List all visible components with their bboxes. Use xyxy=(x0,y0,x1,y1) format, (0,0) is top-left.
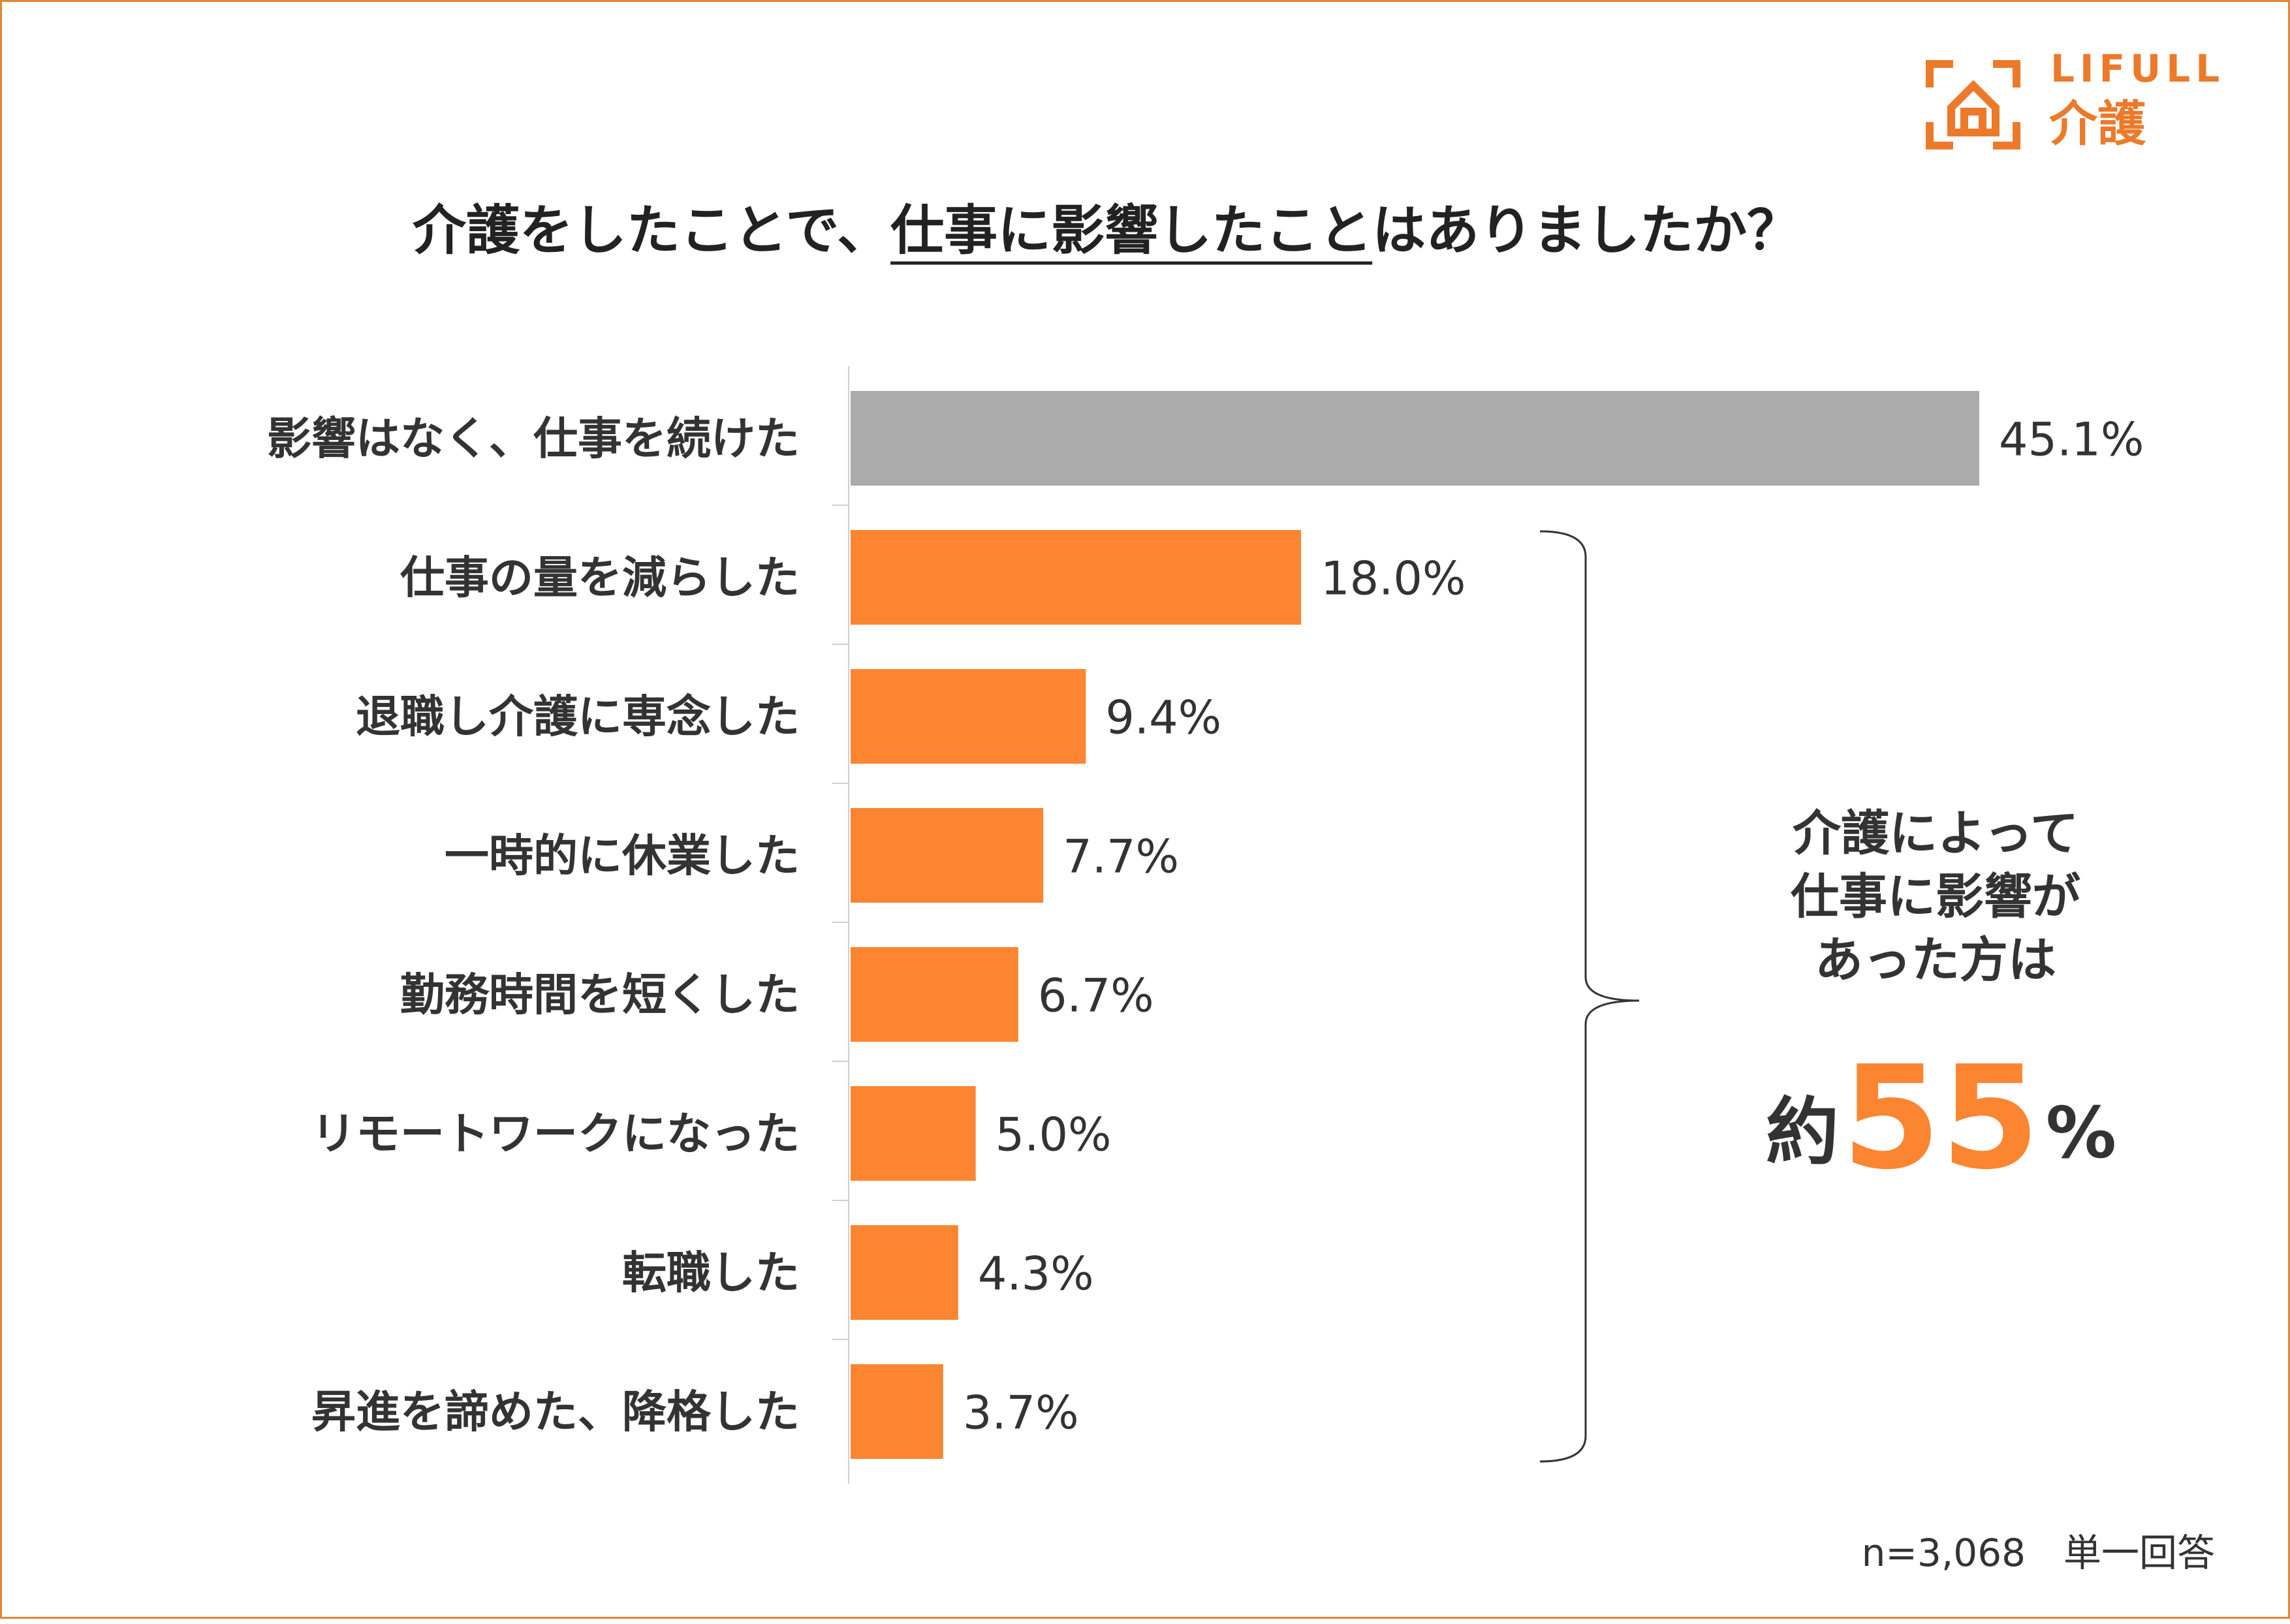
value-label: 18.0% xyxy=(1321,552,1466,606)
callout-approx: 約 xyxy=(1766,1090,1839,1175)
value-label: 7.7% xyxy=(1063,830,1179,884)
bar xyxy=(851,530,1302,625)
bars: 影響はなく、仕事を続けた 45.1% 仕事の量を減らした 18.0% 退職し介護に専念し… xyxy=(267,391,2144,1459)
callout-line-3: あった方は xyxy=(1815,932,2056,988)
brand-name-lifull: LIFULL xyxy=(2050,46,2225,91)
callout: 介護によって 仕事に影響が あった方は 約 55 % xyxy=(1766,805,2116,1201)
bar xyxy=(851,808,1044,903)
callout-line-2: 仕事に影響が xyxy=(1791,869,2080,925)
callout-line-1: 介護によって xyxy=(1793,805,2078,862)
bar xyxy=(851,1364,943,1459)
bar xyxy=(851,391,1979,486)
category-label: リモートワークになった xyxy=(311,1109,800,1161)
grouping-bracket xyxy=(1539,530,1640,1463)
bar xyxy=(851,1225,958,1320)
value-label: 4.3% xyxy=(978,1247,1094,1301)
brand-name-kaigo: 介護 xyxy=(2049,96,2146,152)
category-label: 一時的に休業した xyxy=(445,831,800,882)
bar xyxy=(851,947,1018,1042)
title-prefix: 介護をしたことで、 xyxy=(413,200,890,262)
value-label: 6.7% xyxy=(1038,969,1154,1023)
brand-logo: LIFULL 介護 xyxy=(1926,46,2225,152)
value-label: 9.4% xyxy=(1105,691,1221,745)
category-label: 影響はなく、仕事を続けた xyxy=(267,414,800,465)
value-label: 3.7% xyxy=(963,1386,1079,1440)
category-label: 昇進を諦めた、降格した xyxy=(311,1387,800,1439)
title-suffix: はありましたか？ xyxy=(1372,200,1800,262)
category-label: 転職した xyxy=(622,1248,800,1300)
page-title: 介護をしたことで、仕事に影響したことはありましたか？ xyxy=(413,200,1800,262)
bar xyxy=(851,1086,976,1181)
value-label: 5.0% xyxy=(996,1108,1112,1162)
category-label: 仕事の量を減らした xyxy=(400,553,800,604)
callout-unit: % xyxy=(2046,1093,2116,1174)
value-label: 45.1% xyxy=(1999,413,2144,467)
category-label: 退職し介護に専念した xyxy=(356,692,800,743)
title-emphasis: 仕事に影響したこと xyxy=(890,200,1372,262)
callout-value: 55 xyxy=(1842,1036,2039,1201)
house-icon xyxy=(1926,60,2020,149)
bar xyxy=(851,669,1086,764)
footnote: n=3,068 単一回答 xyxy=(1862,1531,2215,1575)
category-label: 勤務時間を短くした xyxy=(400,970,800,1022)
